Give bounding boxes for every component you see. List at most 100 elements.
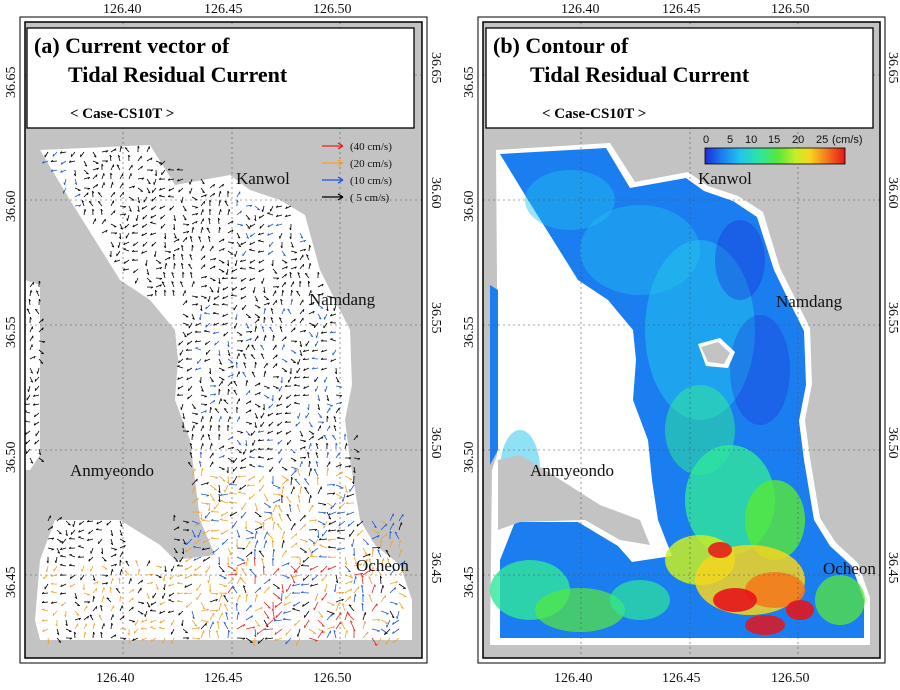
current-vector-arrow [187, 394, 193, 400]
current-vector-arrowhead [300, 236, 304, 239]
current-vector-arrowhead [84, 208, 87, 212]
current-vector-arrow [209, 493, 215, 501]
current-vector-arrow [398, 583, 406, 589]
current-vector-arrow [83, 605, 88, 612]
current-vector-arrow [398, 540, 401, 549]
current-vector-arrowhead [110, 172, 113, 176]
current-vector-arrow [238, 475, 247, 478]
current-vector-arrow [128, 578, 132, 585]
current-vector-arrow [25, 421, 31, 423]
current-vector-arrowhead [227, 424, 230, 428]
current-vector-arrow [110, 622, 113, 630]
current-vector-arrow [258, 232, 265, 236]
current-vector-arrow [110, 569, 113, 576]
current-vector-arrow [300, 592, 310, 594]
current-vector-arrow [83, 192, 89, 198]
current-vector-arrow [254, 502, 258, 511]
current-vector-arrowhead [46, 560, 49, 564]
current-vector-arrowhead [212, 550, 215, 554]
current-vector-arrow [267, 223, 274, 228]
current-vector-arrowhead [315, 335, 318, 339]
current-vector-arrow [249, 259, 256, 264]
current-vector-arrowhead [79, 522, 81, 526]
lon-tick-a-bot-3: 126.50 [313, 671, 352, 686]
current-vector-arrow [324, 583, 328, 592]
current-vector-arrowhead [184, 549, 187, 553]
current-vector-arrow [37, 367, 40, 374]
current-vector-arrowhead [221, 276, 225, 280]
current-vector-arrow [87, 520, 94, 523]
current-vector-arrow [181, 196, 184, 203]
current-vector-arrow [303, 367, 310, 371]
current-vector-arrowhead [228, 388, 230, 392]
current-vector-arrow [258, 475, 265, 483]
current-vector-arrow [270, 317, 274, 324]
current-vector-arrowhead [315, 443, 319, 446]
current-vector-arrow [236, 556, 245, 561]
current-vector-arrow [38, 318, 44, 324]
current-vector-arrow [344, 574, 353, 578]
current-vector-arrowhead [273, 521, 276, 525]
current-vector-arrow [236, 232, 241, 239]
current-vector-arrow [263, 601, 271, 609]
current-vector-arrow [141, 205, 148, 210]
current-vector-arrowhead [265, 499, 269, 502]
current-vector-arrowhead [364, 612, 367, 615]
current-vector-arrow [195, 367, 202, 371]
current-vector-arrowhead [328, 512, 331, 516]
current-vector-arrow [249, 249, 256, 252]
current-vector-arrowhead [150, 286, 154, 289]
current-vector-arrow [326, 601, 335, 606]
current-vector-arrowhead [96, 521, 99, 525]
current-vector-arrowhead [294, 340, 298, 343]
current-vector-arrow [173, 253, 175, 261]
current-vector-arrow [65, 619, 68, 626]
current-vector-arrowhead [141, 206, 144, 210]
current-vector-arrow [316, 331, 319, 338]
current-vector-arrowhead [201, 389, 204, 392]
current-vector-arrowhead [193, 407, 196, 410]
current-vector-arrowhead [218, 353, 221, 357]
current-vector-arrowhead [280, 245, 283, 249]
current-vector-arrow [209, 399, 215, 405]
current-vector-arrow [168, 599, 175, 603]
current-vector-arrow [159, 187, 166, 191]
current-vector-arrow [326, 295, 333, 298]
current-vector-arrow [272, 567, 280, 576]
current-vector-arrow [324, 313, 328, 320]
current-vector-arrow [52, 610, 58, 616]
current-vector-arrowhead [93, 155, 97, 158]
current-vector-arrow [215, 630, 220, 639]
current-vector-arrow [306, 254, 310, 261]
current-vector-arrowhead [231, 374, 234, 377]
current-vector-arrowhead [271, 481, 274, 485]
current-vector-arrowhead [186, 377, 189, 381]
current-vector-arrow [186, 331, 193, 336]
current-vector-arrowhead [304, 514, 306, 518]
current-vector-arrow [218, 603, 222, 612]
current-vector-arrowhead [167, 195, 171, 197]
lat-tick-b-left-3: 36.55 [462, 317, 477, 349]
current-vector-arrow [326, 452, 329, 459]
current-vector-arrow [267, 412, 274, 417]
current-vector-arrowhead [194, 340, 198, 343]
current-vector-arrowhead [221, 303, 225, 305]
current-vector-arrowhead [257, 438, 261, 442]
current-vector-arrow [299, 239, 306, 243]
current-vector-arrow [250, 354, 256, 360]
current-vector-arrow [236, 349, 244, 352]
current-vector-arrowhead [285, 641, 287, 645]
current-vector-arrow [326, 461, 331, 468]
current-vector-arrowhead [182, 416, 185, 420]
current-vector-arrowhead [69, 584, 72, 588]
current-vector-arrowhead [394, 587, 396, 590]
current-vector-arrow [278, 317, 283, 324]
current-vector-arrow [63, 187, 67, 194]
current-vector-arrowhead [186, 542, 188, 545]
current-vector-arrow [74, 193, 81, 198]
current-vector-arrowhead [292, 575, 295, 578]
current-vector-arrowhead [60, 170, 63, 173]
current-vector-arrow [299, 329, 306, 333]
current-vector-arrow [260, 412, 265, 419]
current-vector-arrowhead [320, 357, 324, 360]
